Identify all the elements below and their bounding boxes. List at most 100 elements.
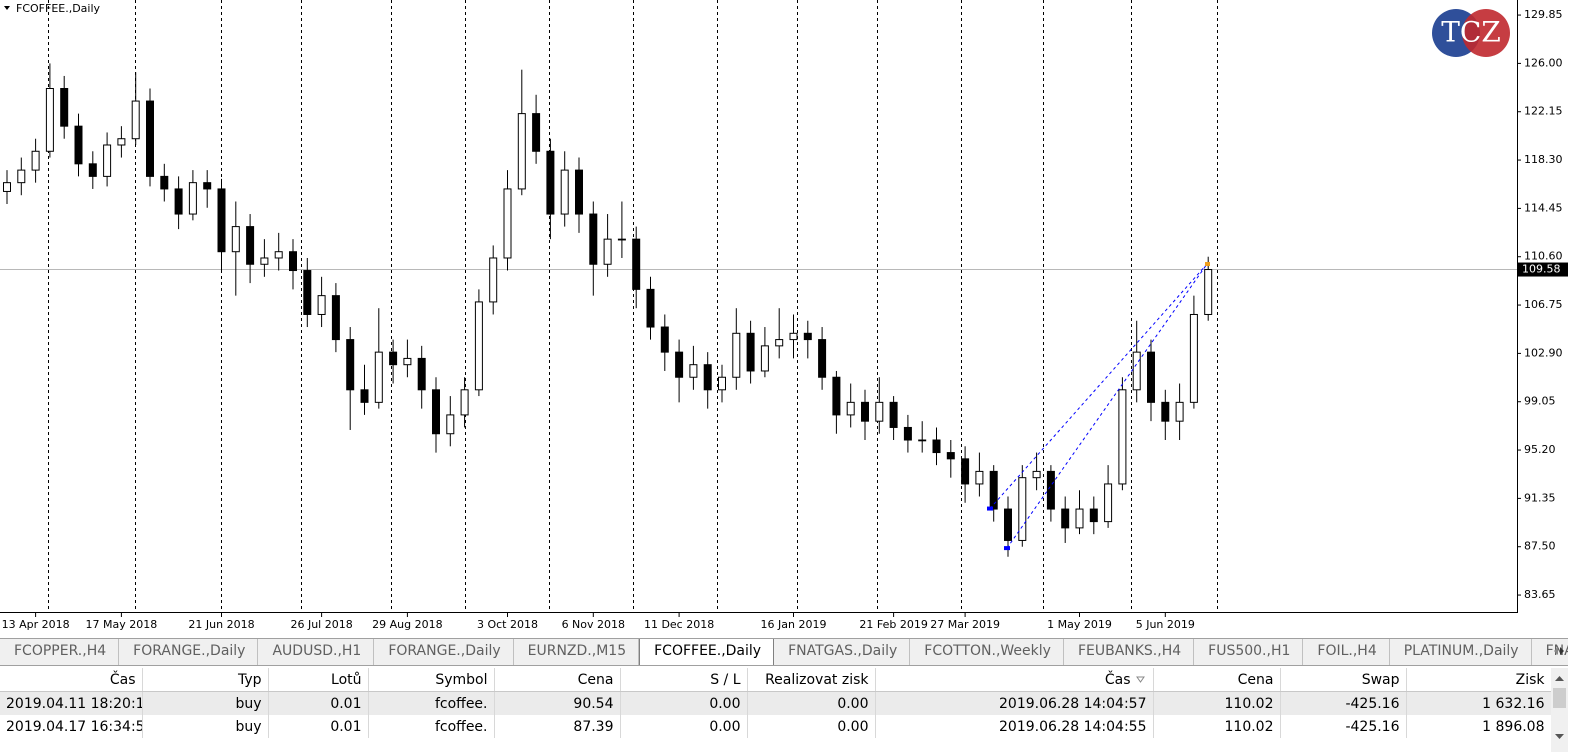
table-header: Čas Typ Lotů Symbol Cena S / L Realizovat zisk…: [0, 668, 1552, 692]
candle-body: [432, 389, 440, 435]
candle-body: [31, 150, 40, 171]
trade-open-marker: [1004, 546, 1010, 551]
tab[interactable]: EURNZD.,M15: [514, 639, 640, 665]
candle-body: [689, 364, 698, 378]
candle-body: [632, 238, 641, 290]
candle-body: [1189, 313, 1198, 403]
candle-body: [760, 345, 769, 372]
tab-scroll-right[interactable]: [1560, 647, 1564, 655]
candle-body: [732, 332, 741, 378]
candle-body: [117, 138, 126, 146]
plot-area: [0, 0, 1517, 612]
last-price-label: 109.58: [1522, 263, 1561, 276]
candle-body: [1075, 508, 1084, 529]
tab[interactable]: FNATGAS.,Daily: [774, 639, 911, 665]
table-cell: 1 632.16: [1406, 691, 1552, 715]
tab-scroll-left[interactable]: [1554, 647, 1558, 655]
candle-body: [131, 100, 140, 140]
candle-body: [503, 188, 512, 259]
table-cell: 0.00: [620, 691, 748, 715]
column-header[interactable]: Typ: [142, 668, 269, 692]
column-header[interactable]: Cena: [494, 668, 621, 692]
column-header-text: Symbol: [435, 671, 488, 688]
table-cell: buy: [142, 715, 269, 738]
scrollbar[interactable]: [1551, 668, 1568, 752]
logo: TCZ: [1432, 9, 1510, 57]
column-header[interactable]: Symbol: [368, 668, 495, 692]
candle-body: [3, 182, 11, 192]
candle-body: [532, 113, 541, 152]
column-header[interactable]: Realizovat zisk: [747, 668, 876, 692]
column-header[interactable]: Swap: [1280, 668, 1407, 692]
table-row[interactable]: 2019.04.11 18:20:15 buy 0.01 fcoffee. 90.54 0…: [0, 691, 1552, 715]
tab[interactable]: PLATINUM.,Daily: [1390, 639, 1532, 665]
x-tick-label: 1 May 2019: [1047, 618, 1112, 631]
chart: FCOFFEE.,Daily TCZ 129.85 126.00 122.15 118…: [0, 0, 1568, 631]
y-tick-label: 95.20: [1524, 443, 1556, 456]
candle-body: [203, 182, 212, 190]
tab[interactable]: FCOPPER.,H4: [0, 639, 120, 665]
scroll-arrows[interactable]: [1551, 668, 1568, 752]
table-cell: 2019.04.11 18:20:15: [0, 691, 143, 715]
column-header[interactable]: Zisk: [1406, 668, 1552, 692]
candle-body: [331, 295, 340, 341]
candle-body: [975, 470, 984, 485]
tab-scroll[interactable]: [1548, 640, 1568, 662]
x-tick-label: 16 Jan 2019: [761, 618, 827, 631]
x-tick-label: 5 Jun 2019: [1136, 618, 1195, 631]
tab[interactable]: FEUBANKS.,H4: [1064, 639, 1195, 665]
candle-body: [303, 270, 312, 315]
candle-body: [188, 182, 197, 215]
column-header-text: Čas: [109, 671, 136, 688]
candle-body: [1046, 470, 1055, 510]
candle-body: [1118, 389, 1127, 485]
candle-body: [45, 88, 54, 152]
x-tick-label: 21 Feb 2019: [859, 618, 927, 631]
tab[interactable]: FORANGE.,Daily: [374, 639, 514, 665]
trade-open-marker: [987, 506, 993, 511]
table-cell: 0.01: [268, 691, 369, 715]
y-tick-label: 126.00: [1524, 56, 1563, 69]
tab[interactable]: FCOFFEE.,Daily: [639, 639, 775, 665]
column-header[interactable]: S / L: [620, 668, 748, 692]
candle-body: [546, 150, 555, 215]
y-tick-label: 122.15: [1524, 105, 1563, 118]
column-header-text: Typ: [237, 671, 262, 688]
tab[interactable]: FOIL.,H4: [1303, 639, 1390, 665]
tab[interactable]: FUS500.,H1: [1194, 639, 1304, 665]
table-cell: fcoffee.: [368, 715, 495, 738]
tab[interactable]: FORANGE.,Daily: [119, 639, 259, 665]
x-tick-label: 17 May 2018: [86, 618, 158, 631]
tab-bar: FCOPPER.,H4 FORANGE.,Daily AUDUSD.,H1 FORAN…: [0, 638, 1568, 666]
x-tick-label: 21 Jun 2018: [188, 618, 254, 631]
x-tick-label: 11 Dec 2018: [644, 618, 714, 631]
table-cell: 2019.04.17 16:34:58: [0, 715, 143, 738]
scroll-thumb[interactable]: [1553, 688, 1566, 708]
trade-table: Čas Typ Lotů Symbol Cena S / L Realizovat zisk…: [0, 668, 1552, 738]
column-header[interactable]: Čas: [0, 668, 143, 692]
tab[interactable]: AUDUSD.,H1: [258, 639, 375, 665]
candle-body: [989, 470, 998, 510]
candle-body: [660, 326, 669, 353]
y-tick-label: 87.50: [1524, 540, 1556, 553]
scroll-down[interactable]: [1555, 734, 1564, 739]
candle-body: [889, 401, 898, 428]
candle-body: [260, 257, 269, 265]
candle-body: [1061, 508, 1070, 529]
table-row[interactable]: 2019.04.17 16:34:58 buy 0.01 fcoffee. 87.39 0…: [0, 715, 1552, 738]
table-cell: 110.02: [1153, 691, 1281, 715]
candle-body: [846, 401, 855, 416]
column-header[interactable]: Cena: [1153, 668, 1281, 692]
scroll-up[interactable]: [1555, 676, 1564, 681]
candle-body: [1004, 508, 1012, 541]
candle-body: [417, 357, 426, 391]
candle-body: [246, 226, 255, 265]
candle-body: [231, 226, 240, 253]
candle-body: [803, 332, 812, 341]
tab[interactable]: FCOTTON.,Weekly: [910, 639, 1064, 665]
candle-body: [1132, 351, 1141, 391]
candle-body: [460, 389, 469, 416]
column-header[interactable]: Čas: [875, 668, 1154, 692]
table-cell: 87.39: [494, 715, 621, 738]
column-header[interactable]: Lotů: [268, 668, 369, 692]
